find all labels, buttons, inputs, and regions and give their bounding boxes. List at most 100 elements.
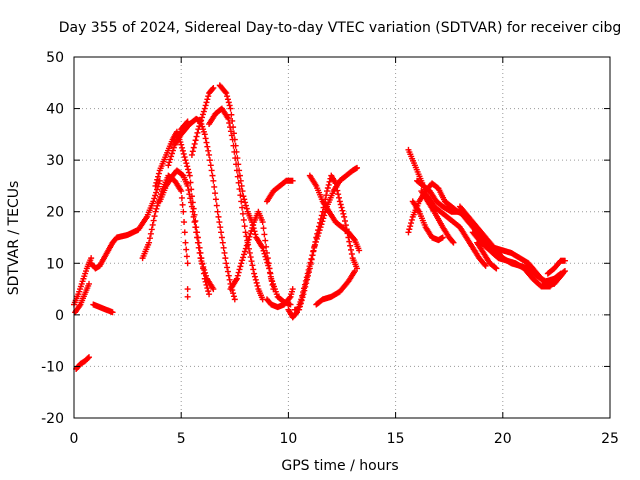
y-tick-label: 30 (46, 153, 64, 169)
data-point (222, 255, 229, 262)
data-point (342, 222, 349, 229)
x-tick-label: 25 (601, 431, 619, 447)
data-point (239, 257, 246, 264)
y-tick-label: -10 (41, 359, 64, 375)
data-point (178, 194, 185, 201)
data-point (202, 102, 209, 109)
data-point (267, 270, 274, 277)
data-point (200, 108, 207, 115)
data-point (326, 178, 333, 185)
data-point (184, 293, 191, 300)
data-point (208, 167, 215, 174)
data-point (301, 287, 308, 294)
data-point (225, 272, 232, 279)
data-point (254, 282, 261, 289)
data-point (194, 239, 201, 246)
data-point (335, 194, 342, 201)
data-point (302, 283, 309, 290)
data-point (238, 182, 245, 189)
data-point (243, 242, 250, 249)
data-point (109, 309, 116, 316)
data-point (242, 199, 249, 206)
data-point (246, 233, 253, 240)
data-point (185, 166, 192, 173)
data-point (335, 191, 342, 198)
data-point (307, 261, 314, 268)
data-point (153, 179, 160, 186)
data-point (248, 258, 255, 265)
x-tick-label: 20 (494, 431, 512, 447)
data-point (230, 130, 237, 137)
series-trace-18 (291, 172, 361, 313)
data-point (241, 196, 248, 203)
data-point (181, 154, 188, 161)
data-point (203, 272, 210, 279)
data-point (205, 93, 212, 100)
data-point (169, 150, 176, 157)
x-tick-label: 5 (177, 431, 186, 447)
data-point (85, 354, 92, 361)
data-point (249, 224, 256, 231)
data-point (347, 242, 354, 249)
data-point (405, 229, 412, 236)
x-tick-label: 0 (70, 431, 79, 447)
series-trace-8 (156, 167, 217, 293)
data-point (316, 223, 323, 230)
data-point (250, 221, 257, 228)
data-point (314, 230, 321, 237)
data-point (195, 244, 202, 251)
data-point (311, 243, 318, 250)
data-point (214, 208, 221, 215)
series-trace-4 (88, 177, 163, 272)
y-tick-label: -20 (41, 411, 64, 427)
data-point (289, 177, 296, 184)
data-point (336, 198, 343, 205)
data-point (185, 169, 192, 176)
data-point (201, 105, 208, 112)
data-point (184, 163, 191, 170)
data-point (199, 261, 206, 268)
data-point (227, 128, 234, 135)
data-point (230, 124, 237, 131)
data-point (317, 216, 324, 223)
data-point (241, 223, 248, 230)
data-point (221, 249, 228, 256)
data-point (315, 227, 322, 234)
data-point (151, 195, 158, 202)
data-point (310, 247, 317, 254)
data-point (204, 285, 211, 292)
data-point (190, 213, 197, 220)
grid-lines (74, 57, 610, 418)
data-point (154, 186, 161, 193)
series-trace-1 (71, 255, 95, 308)
y-tick-label: 10 (46, 256, 64, 272)
data-point (178, 141, 185, 148)
data-point (202, 135, 209, 142)
data-point (313, 234, 320, 241)
data-point (231, 296, 238, 303)
data-point (193, 229, 200, 236)
data-point (234, 272, 241, 279)
data-point (192, 224, 199, 231)
data-point (206, 157, 213, 164)
data-point (324, 184, 331, 191)
data-point (319, 208, 326, 215)
data-point (179, 147, 186, 154)
data-point (246, 249, 253, 256)
data-point (249, 262, 256, 269)
data-point (332, 180, 339, 187)
data-point (224, 268, 231, 275)
data-point (185, 187, 192, 194)
data-point (334, 187, 341, 194)
data-point (88, 255, 95, 262)
data-point (146, 239, 153, 246)
data-point (146, 235, 153, 242)
data-point (201, 266, 208, 273)
data-point (184, 118, 191, 125)
data-point (199, 114, 206, 121)
data-point (210, 177, 217, 184)
data-point (252, 276, 259, 283)
data-point (222, 88, 229, 95)
data-point (229, 117, 236, 124)
data-point (233, 148, 240, 155)
